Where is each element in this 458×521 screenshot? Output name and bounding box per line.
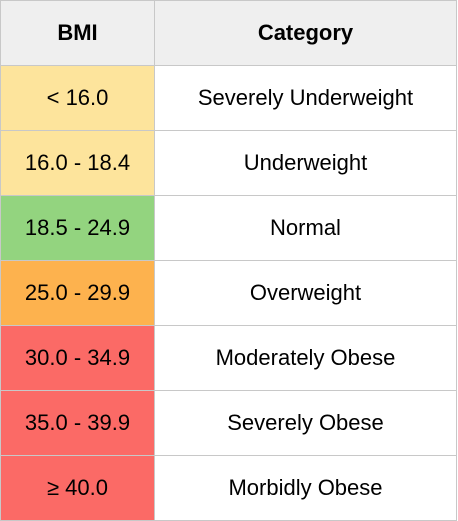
bmi-range-cell: 35.0 - 39.9 (0, 390, 155, 456)
table-row: 35.0 - 39.9 Severely Obese (0, 390, 457, 456)
category-cell: Overweight (154, 260, 457, 326)
table-row: 30.0 - 34.9 Moderately Obese (0, 325, 457, 391)
bmi-range-cell: < 16.0 (0, 65, 155, 131)
bmi-column-header: BMI (0, 0, 155, 66)
bmi-range-cell: 18.5 - 24.9 (0, 195, 155, 261)
bmi-range-cell: ≥ 40.0 (0, 455, 155, 521)
category-cell: Severely Underweight (154, 65, 457, 131)
category-cell: Severely Obese (154, 390, 457, 456)
header-row: BMI Category (0, 0, 457, 66)
table-row: 18.5 - 24.9 Normal (0, 195, 457, 261)
category-cell: Morbidly Obese (154, 455, 457, 521)
bmi-range-cell: 25.0 - 29.9 (0, 260, 155, 326)
category-column-header: Category (154, 0, 457, 66)
category-cell: Normal (154, 195, 457, 261)
table-row: < 16.0 Severely Underweight (0, 65, 457, 131)
category-cell: Moderately Obese (154, 325, 457, 391)
table-row: 25.0 - 29.9 Overweight (0, 260, 457, 326)
category-cell: Underweight (154, 130, 457, 196)
bmi-range-cell: 16.0 - 18.4 (0, 130, 155, 196)
bmi-range-cell: 30.0 - 34.9 (0, 325, 155, 391)
table-row: ≥ 40.0 Morbidly Obese (0, 455, 457, 521)
table-row: 16.0 - 18.4 Underweight (0, 130, 457, 196)
